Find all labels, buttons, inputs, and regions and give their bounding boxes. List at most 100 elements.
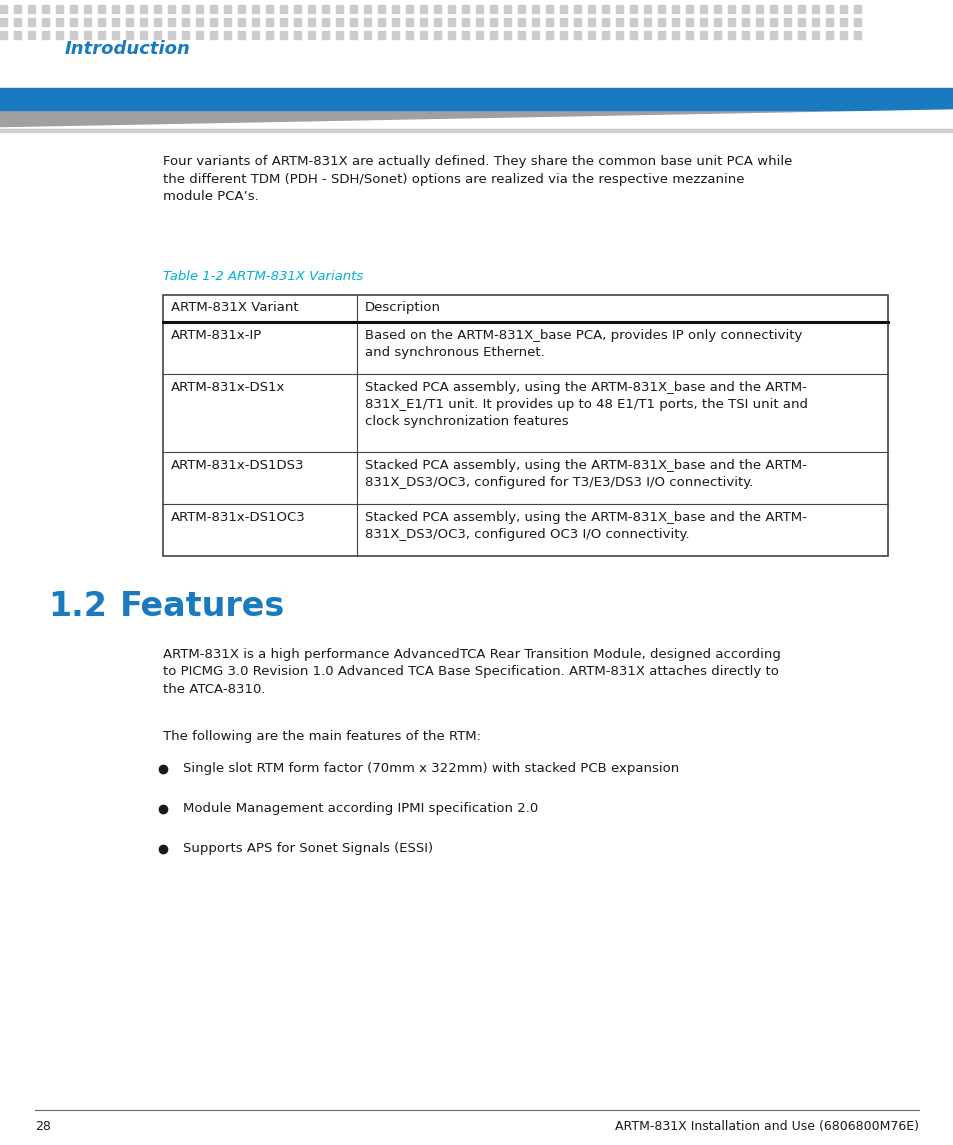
Bar (769, 31, 776, 39)
Bar (335, 5, 343, 13)
Bar (713, 5, 720, 13)
Bar (853, 31, 861, 39)
Bar (461, 5, 469, 13)
Bar (840, 31, 846, 39)
Text: Introduction: Introduction (65, 40, 191, 58)
Bar (825, 5, 832, 13)
Bar (727, 31, 734, 39)
Bar (140, 5, 147, 13)
Bar (392, 5, 398, 13)
Bar (168, 5, 174, 13)
Bar (419, 18, 427, 26)
Bar (322, 5, 329, 13)
Bar (434, 5, 440, 13)
Bar (700, 31, 706, 39)
Bar (84, 31, 91, 39)
Bar (0, 88, 953, 110)
Bar (616, 18, 622, 26)
Bar (545, 18, 553, 26)
Bar (28, 18, 35, 26)
Bar (364, 5, 371, 13)
Text: 1.2: 1.2 (48, 590, 107, 623)
Bar (545, 31, 553, 39)
Text: Single slot RTM form factor (70mm x 322mm) with stacked PCB expansion: Single slot RTM form factor (70mm x 322m… (183, 763, 679, 775)
Text: ARTM-831X Installation and Use (6806800M76E): ARTM-831X Installation and Use (6806800M… (615, 1120, 918, 1134)
Bar (797, 5, 804, 13)
Bar (0, 31, 7, 39)
Bar (671, 5, 679, 13)
Bar (294, 5, 301, 13)
Bar (335, 18, 343, 26)
Bar (210, 31, 216, 39)
Bar (56, 18, 63, 26)
Bar (601, 5, 608, 13)
Bar (755, 18, 762, 26)
Bar (266, 31, 273, 39)
Bar (448, 5, 455, 13)
Bar (755, 5, 762, 13)
Bar (84, 18, 91, 26)
Bar (182, 31, 189, 39)
Bar (70, 5, 77, 13)
Bar (163, 295, 887, 556)
Bar (532, 31, 538, 39)
Bar (406, 18, 413, 26)
Bar (461, 31, 469, 39)
Bar (741, 31, 748, 39)
Bar (210, 18, 216, 26)
Bar (308, 18, 314, 26)
Text: Four variants of ARTM-831X are actually defined. They share the common base unit: Four variants of ARTM-831X are actually … (163, 155, 792, 203)
Bar (727, 5, 734, 13)
Bar (224, 18, 231, 26)
Bar (392, 31, 398, 39)
Bar (350, 31, 356, 39)
Bar (685, 18, 692, 26)
Bar (783, 31, 790, 39)
Bar (574, 31, 580, 39)
Bar (490, 31, 497, 39)
Bar (377, 31, 385, 39)
Bar (322, 18, 329, 26)
Bar (195, 5, 203, 13)
Bar (476, 18, 482, 26)
Bar (825, 31, 832, 39)
Bar (0, 110, 953, 128)
Bar (587, 31, 595, 39)
Bar (42, 5, 49, 13)
Bar (811, 5, 818, 13)
Bar (364, 18, 371, 26)
Bar (308, 31, 314, 39)
Bar (98, 31, 105, 39)
Bar (616, 5, 622, 13)
Bar (168, 18, 174, 26)
Bar (671, 18, 679, 26)
Bar (364, 31, 371, 39)
Bar (476, 5, 482, 13)
Bar (112, 31, 119, 39)
Bar (392, 18, 398, 26)
Bar (532, 5, 538, 13)
Bar (252, 31, 258, 39)
Bar (195, 18, 203, 26)
Bar (280, 5, 287, 13)
Bar (14, 31, 21, 39)
Bar (126, 31, 132, 39)
Text: ARTM-831x-DS1x: ARTM-831x-DS1x (171, 381, 285, 394)
Bar (126, 5, 132, 13)
Bar (182, 18, 189, 26)
Text: ARTM-831x-IP: ARTM-831x-IP (171, 329, 262, 342)
Bar (153, 5, 161, 13)
Bar (490, 5, 497, 13)
Bar (783, 5, 790, 13)
Bar (769, 5, 776, 13)
Bar (685, 31, 692, 39)
Bar (0, 18, 7, 26)
Bar (490, 18, 497, 26)
Bar (517, 18, 524, 26)
Bar (70, 31, 77, 39)
Bar (658, 31, 664, 39)
Bar (448, 31, 455, 39)
Bar (587, 18, 595, 26)
Bar (727, 18, 734, 26)
Bar (448, 18, 455, 26)
